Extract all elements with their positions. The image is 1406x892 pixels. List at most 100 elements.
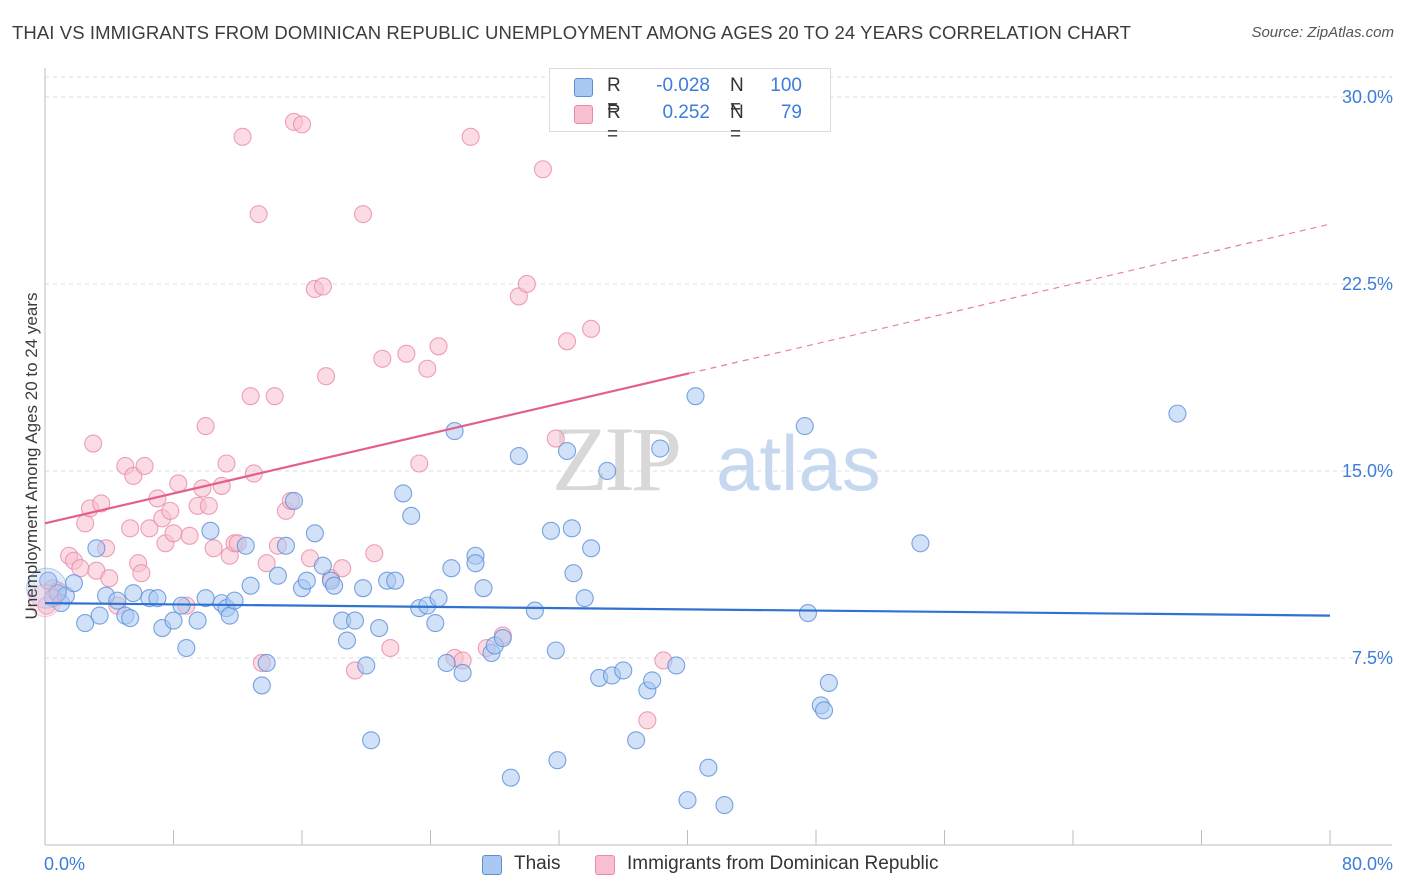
thai-point	[252, 676, 271, 695]
thai-point	[442, 559, 461, 578]
dominican-point	[233, 127, 252, 146]
dominican-point	[132, 564, 151, 583]
dominican-trend-line	[44, 372, 690, 525]
n-label: N =	[730, 102, 744, 145]
dominican-point	[517, 274, 536, 294]
source-label: Source: ZipAtlas.com	[1251, 24, 1394, 41]
dominican-point	[557, 332, 577, 351]
dominican-point	[217, 454, 236, 473]
x-tick-label: 0.0%	[44, 854, 85, 874]
thai-point	[148, 589, 167, 608]
r-label: R =	[607, 102, 621, 145]
dominican-point	[410, 454, 429, 473]
thai-point	[220, 606, 239, 625]
dominican-point	[161, 501, 180, 520]
thai-point	[548, 751, 567, 770]
n-value: 100	[770, 75, 802, 96]
thai-point	[87, 539, 106, 558]
watermark: ZIP atlas	[552, 408, 881, 510]
thai-point	[1168, 404, 1187, 423]
thai-point	[164, 611, 183, 630]
dominican-point	[196, 417, 215, 436]
dominican-point	[418, 359, 437, 378]
thai-point	[643, 671, 662, 690]
thai-point	[429, 589, 448, 608]
thai-point	[325, 576, 344, 595]
y-axis-label: Unemployment Among Ages 20 to 24 years	[22, 293, 41, 620]
y-tick-label: 30.0%	[1342, 87, 1393, 107]
trend-layer	[44, 223, 1331, 617]
dominican-point	[638, 711, 657, 730]
labels-layer: 7.5% 15.0% 22.5% 30.0% 0.0% 80.0% Unemployment…	[22, 87, 1393, 874]
dominican-point	[164, 524, 183, 543]
thai-point	[357, 656, 376, 675]
thai-point	[172, 596, 191, 615]
dominican-swatch	[574, 105, 593, 124]
thai-swatch	[574, 78, 593, 97]
thai-point	[541, 521, 561, 540]
thai-point	[225, 591, 244, 610]
thai-point	[466, 554, 485, 573]
axis-layer	[44, 68, 1392, 846]
dominican-point	[241, 387, 260, 406]
thai-point	[911, 534, 930, 553]
thai-point	[525, 601, 544, 620]
thai-point	[108, 591, 127, 610]
dominican-point	[265, 387, 284, 406]
thai-point	[370, 619, 389, 638]
thai-point	[64, 574, 83, 593]
thai-point	[437, 653, 456, 673]
thai-point	[582, 539, 601, 558]
thai-point	[297, 571, 316, 590]
r-label: R =	[607, 75, 621, 118]
dominican-point	[333, 559, 352, 578]
thai-point	[667, 656, 686, 675]
thai-point	[798, 604, 818, 623]
thai-point	[575, 589, 594, 608]
dominican-point	[381, 638, 400, 658]
y-tick-label: 7.5%	[1352, 648, 1393, 668]
watermark-atlas: atlas	[716, 419, 881, 507]
thai-point	[196, 589, 215, 608]
thai-point	[819, 673, 838, 692]
thai-point	[386, 571, 405, 590]
dominican-point	[582, 319, 601, 338]
dominican-point	[313, 277, 332, 296]
thai-point	[276, 536, 295, 555]
thai-point	[177, 638, 196, 658]
thai-point	[402, 506, 421, 525]
y-tick-label: 22.5%	[1342, 274, 1393, 294]
dominican-point	[397, 344, 416, 363]
dominican-point	[28, 584, 62, 618]
thai-point	[76, 614, 95, 633]
thai-point	[362, 731, 381, 750]
thai-point	[678, 791, 697, 810]
dominican-point	[292, 115, 312, 134]
legend-label-dominican: Immigrants from Dominican Republic	[627, 853, 939, 874]
thai-point	[124, 584, 143, 603]
thai-point	[445, 422, 464, 441]
thai-point	[795, 417, 814, 436]
n-label: N =	[730, 75, 744, 118]
dominican-point	[353, 205, 373, 224]
dominican-point	[135, 456, 154, 476]
dominican-point	[180, 526, 199, 545]
thai-point	[305, 524, 324, 543]
dominican-point	[199, 496, 218, 515]
thai-point	[121, 609, 140, 628]
thai-point	[337, 631, 357, 650]
thai-point	[699, 758, 718, 777]
thai-point	[564, 564, 583, 583]
thai-point	[501, 768, 520, 787]
thai-point	[474, 579, 493, 598]
dominican-point	[140, 519, 159, 538]
dominican-point	[461, 127, 480, 146]
dominican-point	[317, 367, 336, 386]
series-legend: Thais Immigrants from Dominican Republic	[0, 852, 1406, 878]
thai-point	[627, 731, 646, 750]
thai-point	[686, 387, 705, 406]
thai-point	[201, 521, 220, 540]
thai-point	[236, 536, 255, 555]
thai-point	[188, 611, 207, 630]
thai-point	[546, 641, 565, 660]
